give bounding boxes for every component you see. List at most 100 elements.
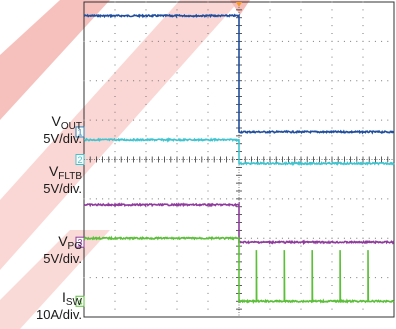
grid-dot [301,238,302,239]
grid-dot [177,285,178,286]
grid-dot [158,41,159,42]
grid-dot [356,198,357,199]
grid-dot [307,80,308,81]
grid-dot [208,293,209,294]
grid-dot [183,198,184,199]
grid-dot [146,198,147,199]
grid-dot [133,80,134,81]
grid-dot [363,285,364,286]
grid-dot [189,80,190,81]
grid-dot [115,143,116,144]
grid-dot [301,309,302,310]
grid-dot [90,80,91,81]
grid-dot [363,183,364,184]
grid-dot [363,65,364,66]
grid-dot [90,120,91,121]
grid-dot [177,33,178,34]
grid-dot [363,2,364,3]
grid-dot [307,120,308,121]
grid-dot [208,41,209,42]
grid-dot [164,198,165,199]
grid-dot [369,198,370,199]
grid-dot [270,25,271,26]
grid-dot [245,120,246,121]
grid-dot [115,128,116,129]
grid-dot [369,41,370,42]
grid-dot [332,17,333,18]
grid-dot [301,135,302,136]
trace-fltb [84,139,394,164]
grid-dot [115,269,116,270]
grid-dot [115,135,116,136]
grid-dot [245,41,246,42]
grid-dot [177,254,178,255]
grid-dot [375,277,376,278]
grid-dot [121,41,122,42]
grid-dot [369,80,370,81]
grid-dot [301,17,302,18]
grid-dot [332,9,333,10]
grid-dot [208,206,209,207]
grid-dot [363,80,364,81]
grid-dot [158,198,159,199]
grid-dot [387,41,388,42]
grid-dot [363,49,364,50]
grid-dot [170,41,171,42]
grid-dot [226,80,227,81]
grid-dot [270,254,271,255]
grid-dot [301,277,302,278]
grid-dot [270,2,271,3]
grid-dot [301,222,302,223]
grid-dot [270,104,271,105]
grid-dot [220,198,221,199]
grid-dot [251,238,252,239]
grid-dot [208,183,209,184]
grid-dot [363,104,364,105]
grid-dot [245,277,246,278]
trace-line [84,139,394,164]
grid-dot [108,277,109,278]
grid-dot [208,301,209,302]
grid-dot [307,198,308,199]
grid-dot [381,120,382,121]
grid-dot [270,128,271,129]
grid-dot [332,214,333,215]
grid-dot [301,128,302,129]
grid-dot [90,198,91,199]
grid-dot [208,112,209,113]
grid-dot [288,198,289,199]
grid-dot [276,277,277,278]
grid-dot [332,198,333,199]
grid-dot [177,57,178,58]
grid-dot [294,80,295,81]
grid-dot [369,120,370,121]
grid-dot [115,9,116,10]
grid-dot [301,175,302,176]
grid-dot [344,120,345,121]
grid-dot [375,41,376,42]
grid-dot [121,120,122,121]
grid-dot [158,277,159,278]
grid-dot [170,198,171,199]
grid-dot [214,41,215,42]
grid-dot [363,135,364,136]
grid-dot [121,198,122,199]
grid-dot [363,143,364,144]
grid-dot [177,96,178,97]
grid-dot [332,2,333,3]
grid-dot [208,33,209,34]
grid-dot [177,135,178,136]
grid-dot [301,80,302,81]
grid-dot [115,230,116,231]
grid-dot [363,230,364,231]
grid-dot [127,277,128,278]
grid-dot [363,293,364,294]
grid-dot [208,277,209,278]
grid-dot [350,198,351,199]
channel-label-isw: ISW 10A/div. [36,290,82,322]
grid-dot [350,120,351,121]
grid-dot [276,238,277,239]
grid-dot [214,80,215,81]
grid-dot [332,151,333,152]
grid-dot [121,277,122,278]
